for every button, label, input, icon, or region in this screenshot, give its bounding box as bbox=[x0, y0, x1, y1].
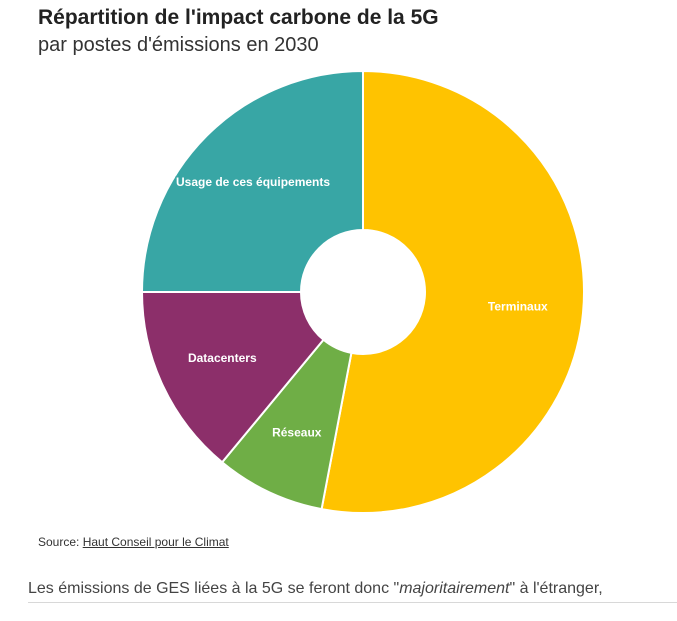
slice-label-terminaux: Terminaux bbox=[488, 300, 548, 314]
slice-datacenters bbox=[140, 291, 325, 464]
slice-label-usage-de-ces-quipements: Usage de ces équipements bbox=[176, 175, 330, 189]
slice-terminaux bbox=[320, 69, 585, 514]
article-emphasis: majoritairement bbox=[399, 580, 510, 597]
source-line: Source: Haut Conseil pour le Climat bbox=[38, 535, 229, 549]
divider bbox=[28, 602, 677, 603]
slice-label-datacenters: Datacenters bbox=[188, 351, 257, 365]
chart-card: Répartition de l'impact carbone de la 5G… bbox=[38, 6, 585, 514]
slice-label-r-seaux: Réseaux bbox=[272, 426, 322, 440]
article-text-before: Les émissions de GES liées à la 5G se fe… bbox=[28, 580, 400, 597]
slice-usage-de-ces-quipements bbox=[140, 69, 364, 293]
article-paragraph: Les émissions de GES liées à la 5G se fe… bbox=[28, 580, 603, 598]
source-label: Source: bbox=[38, 535, 80, 549]
donut-chart: Terminaux Réseaux Datacenters Usage de ces … bbox=[140, 69, 585, 514]
chart-title: Répartition de l'impact carbone de la 5G bbox=[38, 6, 439, 29]
article-text-after: " à l'étranger, bbox=[509, 580, 603, 597]
source-link[interactable]: Haut Conseil pour le Climat bbox=[82, 535, 229, 549]
chart-subtitle: par postes d'émissions en 2030 bbox=[38, 34, 319, 56]
